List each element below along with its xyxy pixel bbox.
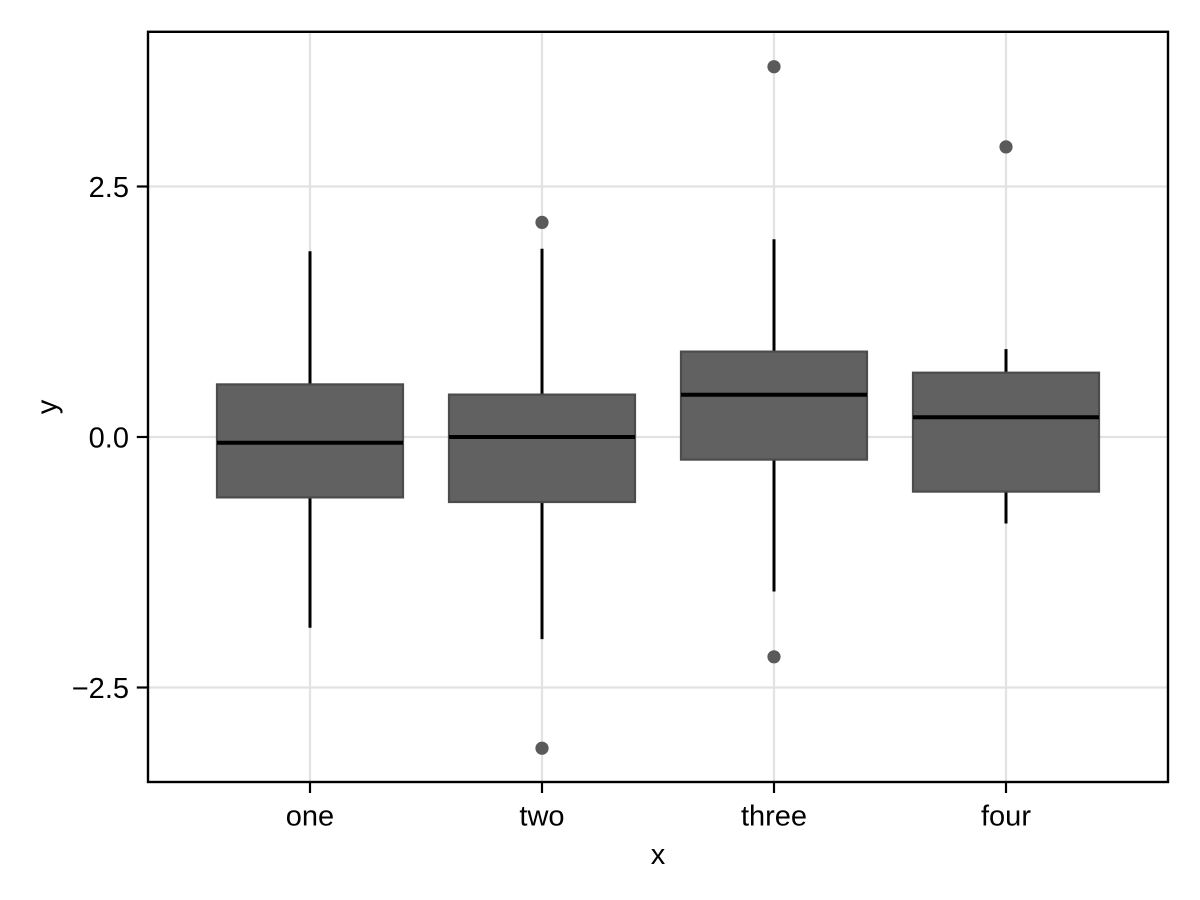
svg-text:two: two	[519, 801, 564, 833]
svg-text:x: x	[651, 839, 666, 871]
svg-text:one: one	[286, 801, 334, 833]
svg-text:0.0: 0.0	[89, 423, 129, 455]
svg-text:−2.5: −2.5	[72, 673, 129, 705]
svg-text:four: four	[981, 801, 1031, 833]
svg-text:y: y	[32, 399, 64, 414]
svg-text:2.5: 2.5	[89, 172, 129, 204]
svg-text:three: three	[741, 801, 807, 833]
